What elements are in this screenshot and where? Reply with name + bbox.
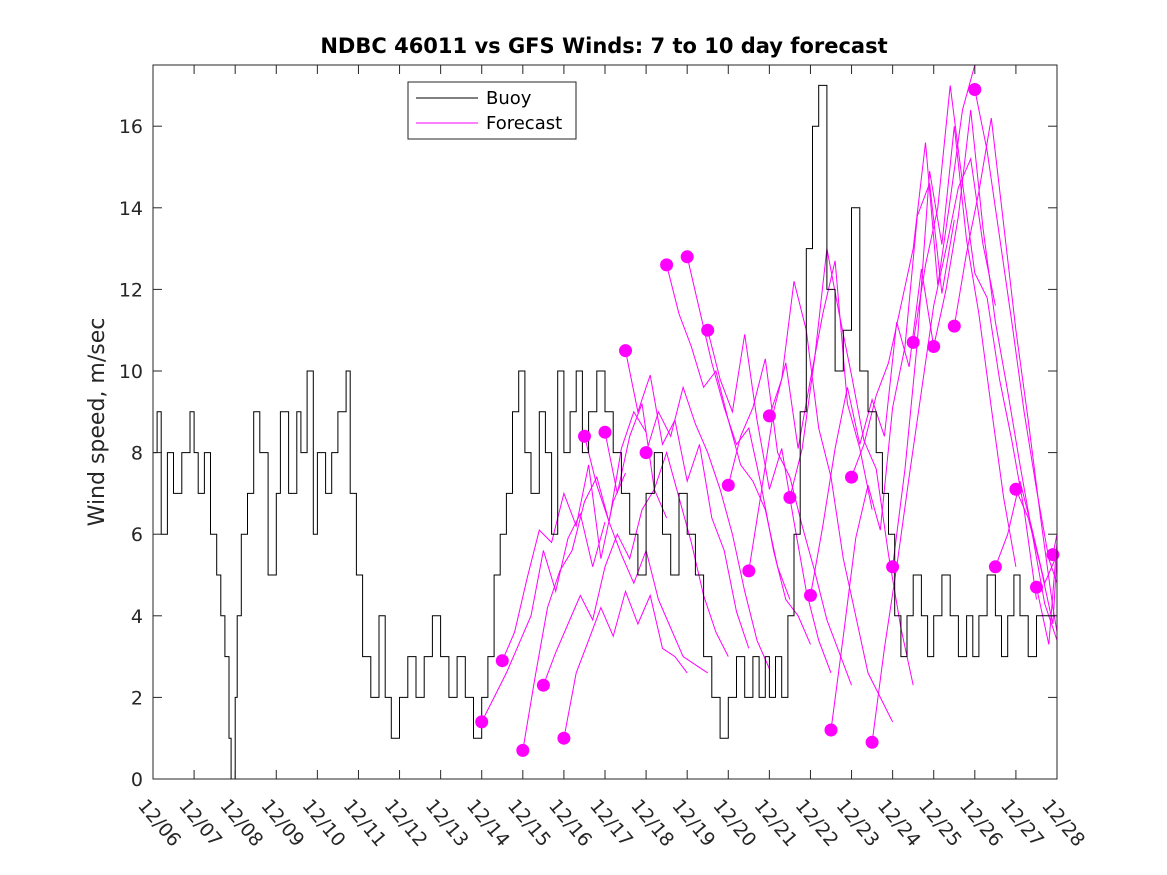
forecast-line-16 [789, 248, 914, 686]
y-tick-label: 10 [119, 361, 143, 383]
buoy-series-group [153, 84, 1057, 779]
forecast-line-17 [810, 268, 935, 596]
forecast-marker-11 [680, 250, 694, 264]
y-tick-label: 16 [119, 116, 143, 138]
forecast-marker-14 [742, 564, 756, 578]
forecast-marker-25 [968, 83, 982, 96]
forecast-marker-26 [988, 560, 1002, 574]
forecast-marker-27 [1009, 482, 1023, 496]
buoy-line [153, 84, 1057, 779]
forecast-marker-22 [906, 335, 920, 349]
forecast-marker-13 [721, 478, 735, 492]
forecast-line-25 [974, 89, 1057, 584]
forecast-marker-28 [1030, 580, 1043, 594]
y-tick-label: 4 [131, 606, 143, 628]
y-tick-label: 0 [131, 769, 143, 791]
forecast-marker-5 [557, 731, 571, 745]
y-tick-label: 12 [119, 279, 143, 301]
forecast-marker-17 [804, 588, 817, 602]
forecast-marker-6 [578, 429, 591, 443]
legend: Buoy Forecast [407, 81, 577, 140]
y-tick-label: 6 [131, 524, 143, 546]
chart-title: NDBC 46011 vs GFS Winds: 7 to 10 day for… [320, 34, 887, 58]
forecast-marker-21 [886, 560, 900, 574]
forecast-line-28 [1036, 542, 1057, 645]
forecast-marker-3 [516, 743, 530, 757]
forecast-marker-8 [619, 344, 632, 358]
forecast-line-13 [727, 358, 852, 686]
forecast-series-group [481, 65, 1057, 751]
forecast-line-26 [994, 481, 1057, 585]
forecast-line-11 [686, 256, 811, 645]
forecast-marker-9 [639, 446, 653, 460]
legend-label-forecast: Forecast [486, 113, 562, 134]
forecast-marker-29 [1046, 548, 1060, 562]
forecast-line-18 [830, 183, 955, 731]
plot-area [153, 65, 1057, 779]
forecast-line-22 [912, 85, 1037, 600]
forecast-line-23 [933, 109, 1057, 641]
legend-box [407, 81, 577, 140]
legend-label-buoy: Buoy [486, 88, 532, 109]
forecast-marker-4 [536, 678, 550, 692]
forecast-marker-16 [783, 491, 797, 504]
y-axis-label: Wind speed, m/sec [85, 318, 110, 527]
forecast-line-5 [563, 589, 688, 739]
forecast-marker-19 [845, 470, 858, 484]
forecast-line-20 [871, 156, 996, 743]
forecast-line-8 [625, 350, 750, 649]
forecast-line-9 [645, 385, 770, 669]
y-tick-label: 8 [131, 443, 143, 465]
forecast-line-12 [707, 330, 832, 674]
forecast-line-24 [953, 117, 1057, 633]
forecast-marker-10 [660, 258, 674, 272]
forecast-line-1 [481, 512, 606, 723]
forecast-line-2 [501, 464, 626, 661]
forecast-line-27 [1015, 489, 1057, 625]
y-tick-label: 14 [119, 198, 143, 220]
forecast-marker-24 [947, 319, 961, 333]
forecast-marker-23 [927, 340, 941, 353]
forecast-line-7 [604, 403, 729, 657]
forecast-markers-group [475, 83, 1060, 757]
forecast-line-21 [892, 126, 1017, 567]
forecast-marker-7 [598, 425, 612, 439]
forecast-line-14 [748, 260, 873, 571]
forecast-marker-1 [475, 715, 489, 729]
forecast-marker-12 [701, 323, 715, 337]
forecast-marker-18 [824, 723, 838, 737]
forecast-marker-15 [762, 409, 776, 423]
forecast-marker-2 [495, 654, 509, 668]
y-tick-label: 2 [131, 687, 143, 709]
forecast-marker-20 [865, 735, 879, 749]
forecast-line-3 [522, 410, 647, 751]
y-ticks-group: 0 2 4 6 8 10 12 14 16 [119, 116, 1057, 791]
